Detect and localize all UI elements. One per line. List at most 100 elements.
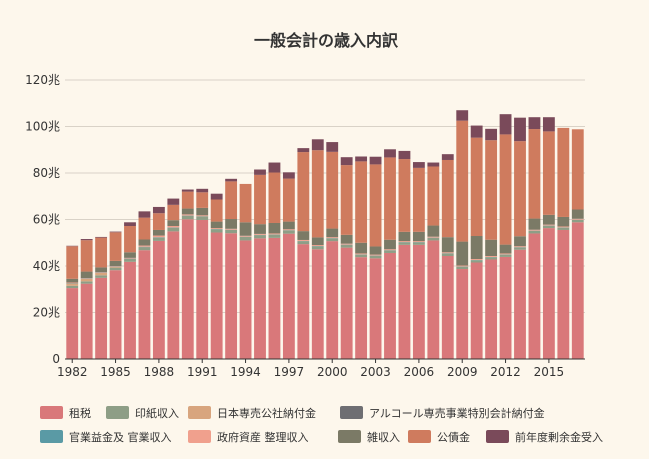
bar-segment [542, 224, 555, 226]
bar-segment [557, 216, 570, 227]
x-tick-label: 1997 [274, 365, 305, 379]
bar-segment [80, 281, 93, 284]
bar-segment [571, 219, 584, 223]
bar-stack-2000 [326, 142, 339, 359]
bar-segment [66, 283, 79, 286]
chart-title: 一般会計の歳入内訳 [254, 31, 399, 50]
bar-segment [456, 266, 469, 270]
bar-segment [412, 244, 425, 359]
bar-segment [282, 221, 295, 230]
bar-segment [297, 244, 310, 359]
bar-segment [384, 239, 396, 250]
bar-segment [499, 256, 512, 359]
bar-segment [268, 237, 281, 359]
bar-stack-1995 [254, 169, 266, 359]
bar-segment [456, 269, 469, 359]
bar-segment [427, 237, 440, 241]
bar-segment [196, 219, 209, 359]
bar-segment [499, 134, 512, 245]
bar-segment [326, 228, 339, 238]
bar-segment [412, 167, 425, 232]
bar-segment [485, 257, 498, 260]
bar-segment [355, 253, 368, 255]
bar-segment [470, 236, 483, 260]
legend-label: 印紙収入 [135, 406, 179, 420]
bar-segment [297, 231, 310, 240]
x-tick-label: 1982 [57, 365, 88, 379]
bar-segment [239, 183, 252, 223]
bar-segment [311, 150, 324, 238]
legend-swatch [338, 430, 361, 443]
bar-segment [109, 260, 122, 266]
bar-segment [80, 279, 93, 282]
bar-segment [485, 140, 498, 240]
bar-segment [355, 254, 368, 258]
bar-segment [311, 139, 324, 151]
bar-segment [109, 231, 122, 233]
legend-item: 日本専売公社納付金 [188, 406, 316, 420]
legend-label: 租税 [69, 406, 91, 420]
bar-segment [181, 214, 194, 216]
bar-stack-1994 [239, 183, 252, 359]
y-tick-label: 40兆 [33, 259, 60, 273]
bar-segment [225, 181, 238, 220]
bar-segment [571, 209, 584, 219]
bar-segment [355, 161, 368, 243]
bar-segment [282, 233, 295, 359]
bar-segment [254, 174, 266, 225]
bar-segment [340, 244, 353, 248]
legend-label: 前年度剰余金受入 [515, 430, 603, 444]
bar-segment [95, 275, 108, 278]
bar-segment [369, 258, 382, 359]
bar-segment [398, 241, 411, 243]
bar-stack-1987 [138, 211, 151, 359]
bar-segment [557, 127, 570, 217]
bar-segment [239, 240, 252, 359]
bar-stack-2003 [369, 156, 382, 359]
bar-segment [95, 277, 108, 359]
bar-segment [398, 231, 411, 242]
legend-item: 雑収入 [338, 430, 400, 444]
bar-segment [412, 242, 425, 245]
bar-segment [326, 151, 339, 229]
bar-segment [369, 255, 382, 259]
x-tick-label: 2003 [360, 365, 391, 379]
bar-segment [152, 206, 165, 214]
bar-segment [196, 207, 209, 216]
bar-segment [152, 240, 165, 359]
bar-segment [528, 230, 541, 234]
legend-swatch [188, 406, 211, 419]
bar-stack-1984 [95, 236, 108, 359]
legend-item: 官業益金及 官業収入 [40, 430, 172, 444]
y-tick-label: 0 [52, 352, 60, 366]
bar-segment [355, 156, 368, 162]
legend-swatch [40, 430, 63, 443]
bar-stack-1996 [268, 162, 281, 359]
bar-segment [485, 259, 498, 359]
bar-stack-2016 [557, 127, 570, 359]
x-tick-label: 2012 [490, 365, 521, 379]
bar-segment [528, 229, 541, 231]
bar-segment [109, 267, 122, 271]
bar-segment [384, 250, 396, 253]
bar-segment [225, 233, 238, 359]
bar-segment [297, 241, 310, 245]
bar-segment [514, 249, 526, 359]
bar-segment [66, 288, 79, 359]
bar-segment [282, 229, 295, 231]
bar-segment [441, 237, 454, 253]
bar-stack-1997 [282, 172, 295, 359]
bar-stack-1986 [124, 222, 136, 359]
legend-item: アルコール専売事業特別会計納付金 [340, 406, 545, 420]
bar-segment [456, 120, 469, 242]
bar-segment [268, 172, 281, 223]
bar-segment [485, 256, 498, 257]
x-tick-label: 1988 [144, 365, 175, 379]
bar-segment [326, 238, 339, 242]
bar-segment [124, 257, 136, 259]
bar-stack-2004 [384, 149, 396, 359]
bar-stack-1999 [311, 139, 324, 359]
bar-segment [412, 241, 425, 243]
bar-segment [340, 243, 353, 245]
bar-segment [340, 157, 353, 166]
